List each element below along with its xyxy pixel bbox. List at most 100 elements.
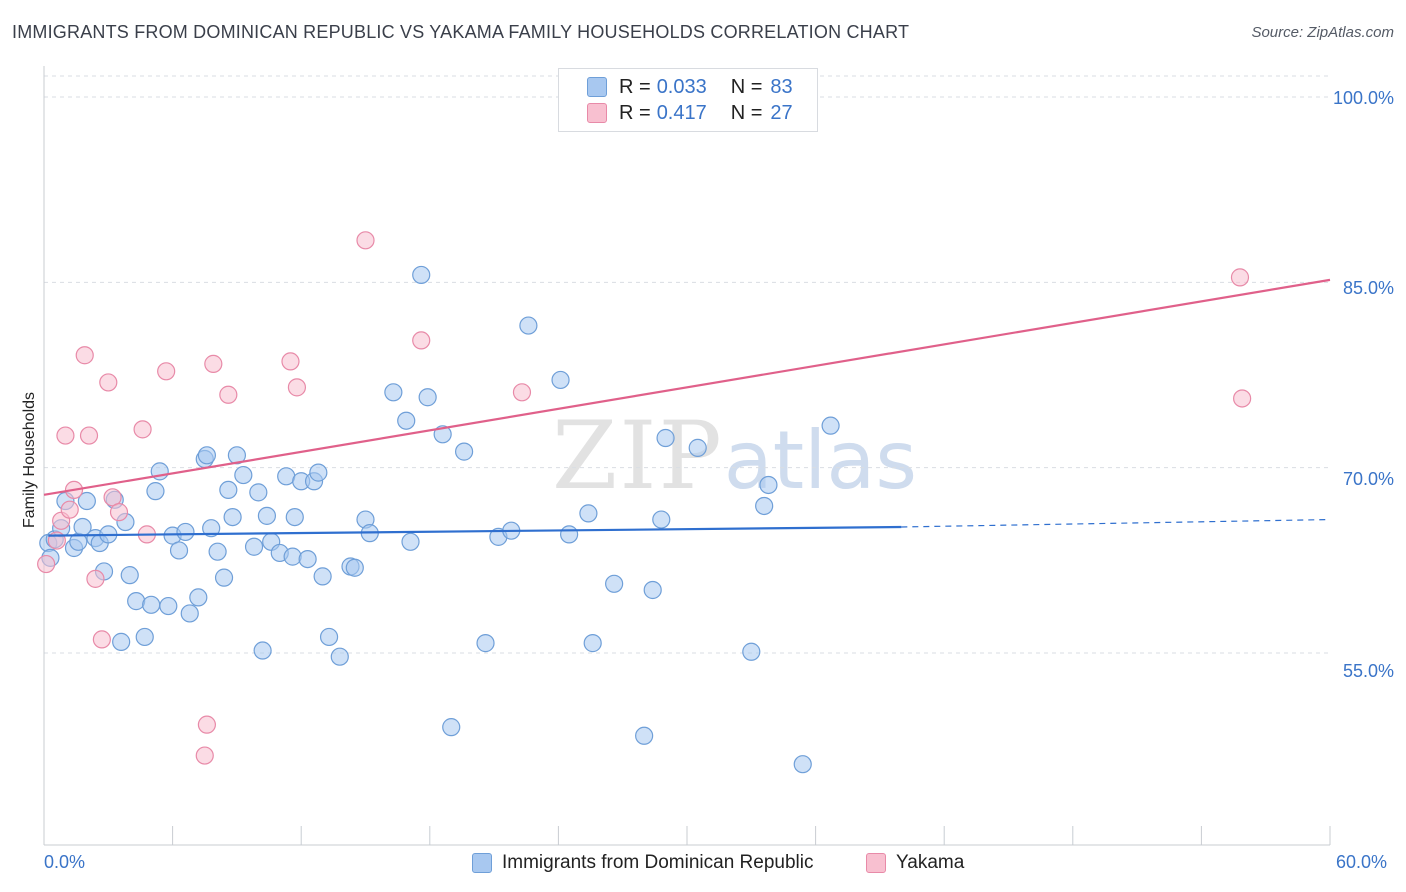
legend-row-yakama: R = 0.417 N = 27 (587, 101, 793, 125)
point-yakama (219, 385, 238, 404)
point-dominican (298, 549, 317, 569)
point-dominican (579, 504, 598, 523)
point-dominican (643, 580, 662, 600)
point-dominican (197, 446, 216, 465)
point-dominican (208, 542, 227, 561)
point-dominican (249, 483, 268, 502)
source-label: Source: ZipAtlas.com (1251, 24, 1394, 41)
legend-r-value: 0.417 (656, 101, 707, 124)
point-dominican (146, 482, 165, 501)
y-tick-label-55: 55.0% (1342, 661, 1394, 681)
legend-item-dominican[interactable]: Immigrants from Dominican Republic (472, 852, 814, 874)
point-yakama (412, 331, 431, 350)
trend-line-dominican-extension (901, 518, 1331, 528)
point-dominican (652, 510, 671, 529)
point-yakama (79, 426, 99, 445)
point-dominican (180, 604, 199, 623)
trend-line-yakama (43, 278, 1331, 496)
point-dominican (253, 641, 272, 660)
point-yakama (133, 420, 152, 439)
watermark-zip: ZIP (552, 402, 724, 511)
legend-swatch-yakama (587, 103, 607, 123)
legend-swatch-dominican (587, 77, 607, 97)
point-dominican (433, 425, 452, 444)
point-dominican (759, 475, 778, 495)
x-tick-label-max: 60.0% (1336, 852, 1388, 872)
point-dominican (454, 442, 474, 461)
point-dominican (605, 574, 624, 593)
point-yakama (197, 715, 216, 734)
point-dominican (313, 567, 332, 586)
point-dominican (821, 416, 840, 435)
point-dominican (135, 627, 154, 647)
legend-label-dominican: Immigrants from Dominican Republic (502, 852, 814, 873)
point-yakama (1230, 268, 1250, 287)
point-dominican (127, 592, 146, 611)
legend-n-value: 83 (770, 75, 793, 98)
watermark: ZIPatlas (552, 402, 917, 511)
point-dominican (257, 506, 277, 525)
point-yakama (37, 554, 56, 574)
point-dominican (309, 463, 328, 482)
point-dominican (244, 537, 264, 556)
gridlines (44, 75, 1330, 654)
trend-line-dominican (48, 525, 902, 537)
point-dominican (401, 532, 420, 551)
point-dominican (219, 480, 238, 500)
point-dominican (476, 634, 495, 653)
point-yakama (56, 426, 75, 445)
legend-row-dominican: R = 0.033 N = 83 (587, 75, 793, 99)
legend-item-yakama[interactable]: Yakama (866, 852, 964, 874)
point-dominican (223, 507, 242, 527)
point-dominican (635, 726, 654, 745)
legend-n-label: N = (730, 101, 763, 124)
series-dominican-republic (39, 265, 840, 774)
point-dominican (112, 632, 131, 651)
y-tick-label-70: 70.0% (1342, 469, 1394, 489)
point-yakama (512, 383, 532, 402)
point-dominican (551, 370, 570, 390)
point-dominican (793, 755, 812, 774)
x-tick-label-min: 0.0% (44, 852, 86, 872)
y-axis-label: Family Households (21, 391, 38, 529)
y-tick-label-100: 100.0% (1332, 88, 1394, 108)
point-dominican (583, 634, 602, 653)
point-yakama (92, 630, 111, 649)
point-dominican (397, 411, 416, 430)
y-tick-label-85: 85.0% (1342, 278, 1394, 298)
point-yakama (1233, 389, 1252, 408)
legend-r-value: 0.033 (656, 75, 707, 98)
point-yakama (281, 352, 300, 371)
point-dominican (560, 525, 579, 544)
point-yakama (157, 362, 176, 381)
point-dominican (77, 491, 96, 511)
point-dominican (384, 383, 403, 402)
point-dominican (202, 519, 221, 538)
axes (43, 66, 1331, 846)
point-dominican (412, 265, 431, 285)
point-dominican (656, 428, 675, 448)
point-yakama (109, 503, 129, 522)
point-dominican (159, 596, 178, 616)
point-dominican (442, 718, 461, 737)
series-yakama (37, 231, 1252, 765)
point-dominican (234, 465, 253, 485)
point-dominican (742, 642, 761, 661)
legend-label-yakama: Yakama (896, 852, 965, 873)
point-dominican (755, 496, 774, 516)
point-yakama (99, 373, 118, 392)
point-dominican (345, 558, 364, 577)
chart-title: IMMIGRANTS FROM DOMINICAN REPUBLIC VS YA… (12, 22, 910, 42)
legend-swatch-dominican (472, 853, 492, 873)
point-dominican (330, 647, 349, 666)
point-yakama (86, 569, 105, 588)
point-dominican (142, 595, 161, 614)
legend-r-label: R = (619, 101, 651, 124)
legend-n-label: N = (730, 75, 763, 98)
point-dominican (120, 566, 139, 585)
point-dominican (169, 541, 189, 560)
point-dominican (227, 446, 246, 465)
point-yakama (60, 500, 79, 519)
point-dominican (176, 522, 195, 542)
